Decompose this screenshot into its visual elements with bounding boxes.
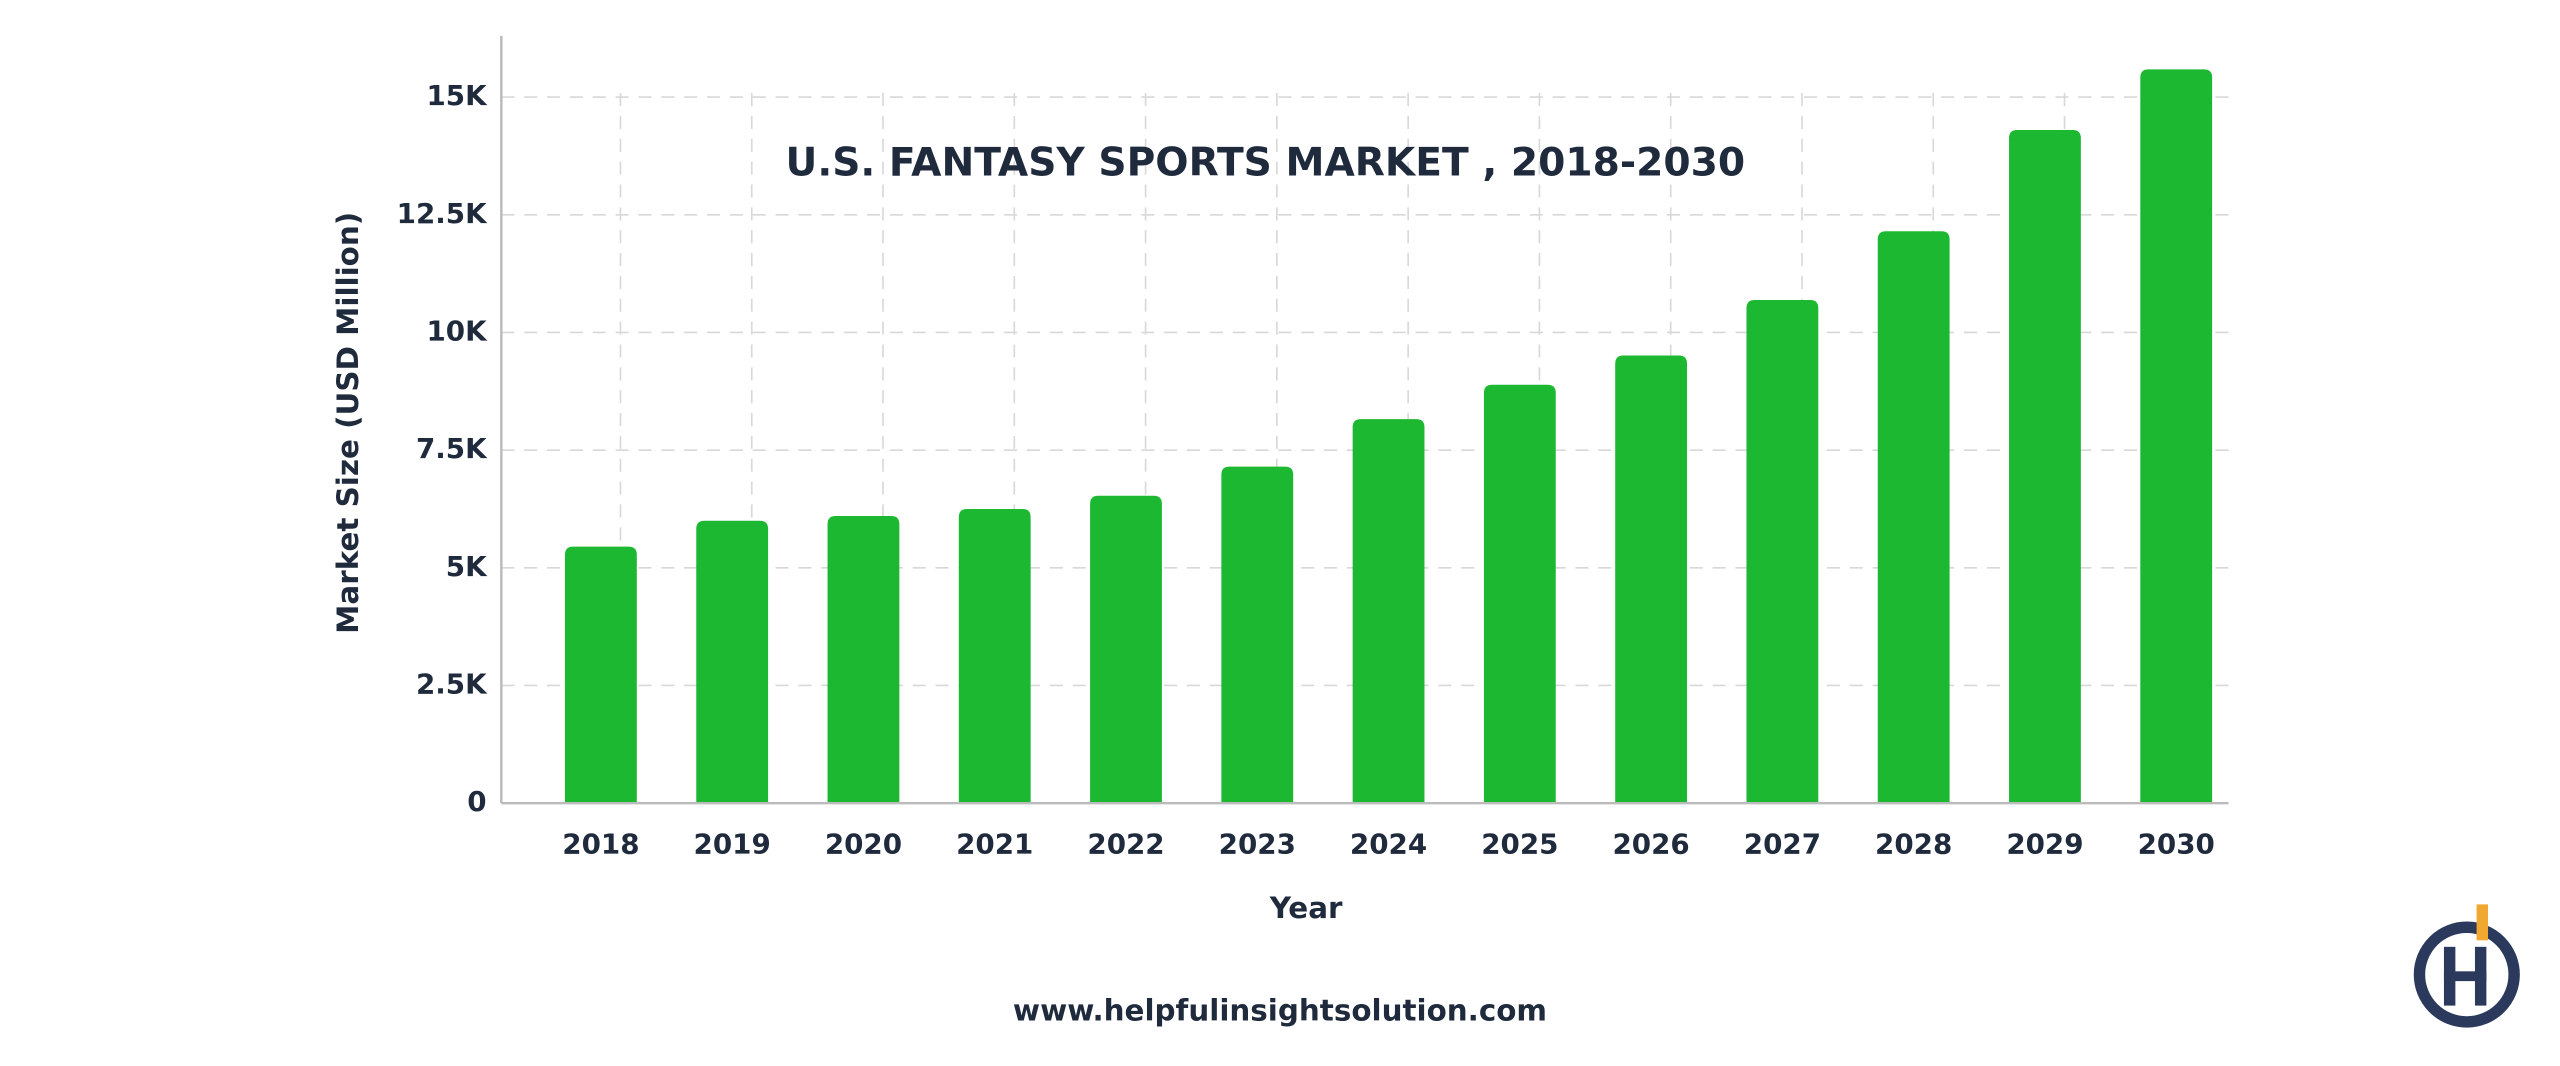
x-tick-label: 2022 xyxy=(1087,828,1164,861)
x-tick-label: 2028 xyxy=(1875,828,1952,861)
bar xyxy=(1483,384,1556,804)
y-tick-label: 5K xyxy=(446,550,488,583)
bar xyxy=(564,546,637,804)
y-tick-label: 2.5K xyxy=(416,667,488,700)
x-tick-label: 2030 xyxy=(2138,828,2215,861)
bar xyxy=(1746,299,1819,804)
chart-title: U.S. FANTASY SPORTS MARKET , 2018-2030 xyxy=(786,140,1746,185)
bar xyxy=(2140,69,2213,804)
x-tick-label: 2018 xyxy=(562,828,639,861)
x-tick-label: 2027 xyxy=(1744,828,1821,861)
bar xyxy=(1877,231,1950,804)
bar xyxy=(958,508,1031,804)
bar xyxy=(1615,355,1688,804)
x-tick-label: 2029 xyxy=(2006,828,2083,861)
bar xyxy=(1352,419,1425,804)
x-tick-label: 2021 xyxy=(956,828,1033,861)
bar xyxy=(696,520,769,804)
logo xyxy=(2413,904,2520,1028)
y-tick-label: 10K xyxy=(426,314,488,347)
source-url: www.helpfulinsightsolution.com xyxy=(1013,994,1547,1028)
y-tick-label: 7.5K xyxy=(416,432,488,465)
x-tick-label: 2026 xyxy=(1612,828,1689,861)
bar xyxy=(2009,130,2081,804)
x-tick-label: 2019 xyxy=(694,828,771,861)
x-tick-label: 2020 xyxy=(825,828,902,861)
x-tick-label: 2023 xyxy=(1219,828,1296,861)
y-tick-label: 15K xyxy=(426,79,488,112)
x-tick-label: 2024 xyxy=(1350,828,1427,861)
bar xyxy=(827,516,900,804)
y-tick-label: 0 xyxy=(467,785,486,818)
bars xyxy=(564,69,2213,804)
bar xyxy=(1221,466,1294,804)
y-tick-label: 12.5K xyxy=(397,197,488,230)
x-axis-label: Year xyxy=(1269,891,1343,925)
y-axis-label: Market Size (USD Million) xyxy=(331,212,365,634)
x-tick-label: 2025 xyxy=(1481,828,1558,861)
bar xyxy=(1090,495,1162,804)
